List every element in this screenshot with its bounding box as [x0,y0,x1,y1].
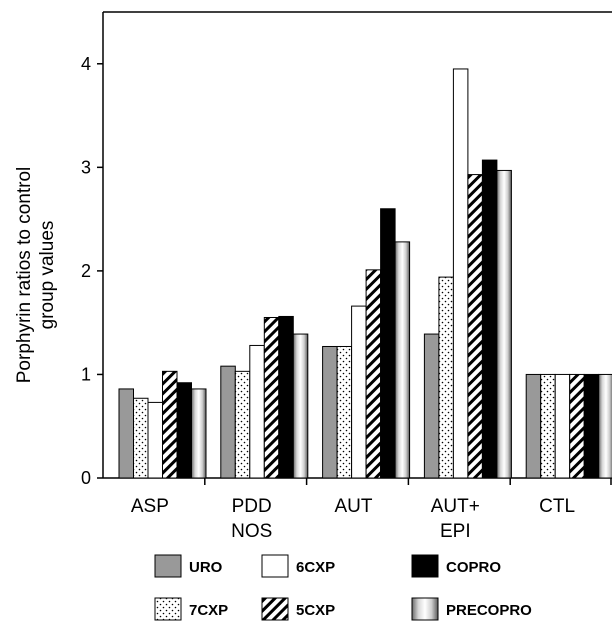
bar-uro-1 [220,365,236,479]
bar-5cxp-4 [569,373,585,479]
bar-copro-0 [176,382,192,479]
y-axis-label: Porphyrin ratios to control group values [14,167,58,384]
bar-precopro-2 [394,241,411,479]
bar-uro-3 [423,333,440,479]
bar-precopro-1 [292,333,309,479]
bar-5cxp-2 [365,269,382,479]
bar-uro-0 [118,388,134,479]
y-tick-label: 0 [81,468,91,488]
x-tick-label: AUT [335,496,373,517]
bars [118,68,612,485]
legend-swatch-copro [411,554,439,578]
bar-uro-4 [525,373,542,479]
legend: URO 6CXP COPRO 7CXP 5CXP PRECOPRO [154,554,532,621]
bar-precopro-4 [598,373,612,479]
bar-5cxp-1 [263,316,280,479]
bar-7cxp-4 [540,373,556,479]
category-labels: ASP PDD NOS AUT AUT+ EPI CTL [131,496,575,542]
bar-7cxp-1 [234,370,251,479]
y-ticks: 0 1 2 3 4 [81,54,103,488]
y-tick-label: 2 [81,261,91,281]
bar-precopro-0 [191,388,207,479]
y-tick-label: 1 [81,364,91,384]
bar-precopro-3 [496,169,512,479]
legend-swatch-5cxp [261,597,289,621]
legend-label-uro: URO [189,559,223,576]
bar-copro-2 [380,208,396,479]
y-tick-label: 4 [81,54,91,74]
x-tick-label: PDD [232,496,272,517]
bar-7cxp-0 [133,397,149,479]
legend-label-5cxp: 5CXP [296,602,335,619]
bar-5cxp-0 [162,370,178,479]
legend-label-precopro: PRECOPRO [446,602,532,619]
x-tick-label: AUT+ [431,496,480,517]
legend-label-copro: COPRO [446,559,501,576]
bar-7cxp-2 [336,345,353,479]
x-tick-label: EPI [440,521,471,542]
x-tick-label: ASP [131,496,169,517]
bar-7cxp-3 [438,276,454,479]
legend-swatch-6cxp [261,554,289,578]
bar-uro-2 [322,345,338,479]
bar-copro-3 [481,159,498,479]
y-axis-label-line: group values [37,221,58,330]
bar-6cxp-4 [554,373,571,479]
legend-swatch-uro [154,554,182,578]
legend-swatch-precopro [411,597,439,621]
x-tick-label: CTL [539,496,575,517]
bar-5cxp-3 [467,174,483,479]
legend-label-7cxp: 7CXP [189,602,228,619]
y-tick-label: 3 [81,157,91,177]
bar-6cxp-3 [452,68,469,479]
legend-swatch-7cxp [154,597,182,621]
bar-6cxp-2 [351,305,367,479]
bar-copro-1 [278,315,294,479]
bar-6cxp-1 [249,344,265,479]
legend-label-6cxp: 6CXP [296,559,335,576]
bar-6cxp-0 [147,401,163,479]
bar-copro-4 [583,373,600,479]
y-axis-label-line: Porphyrin ratios to control [14,167,35,384]
x-tick-label: NOS [231,521,272,542]
